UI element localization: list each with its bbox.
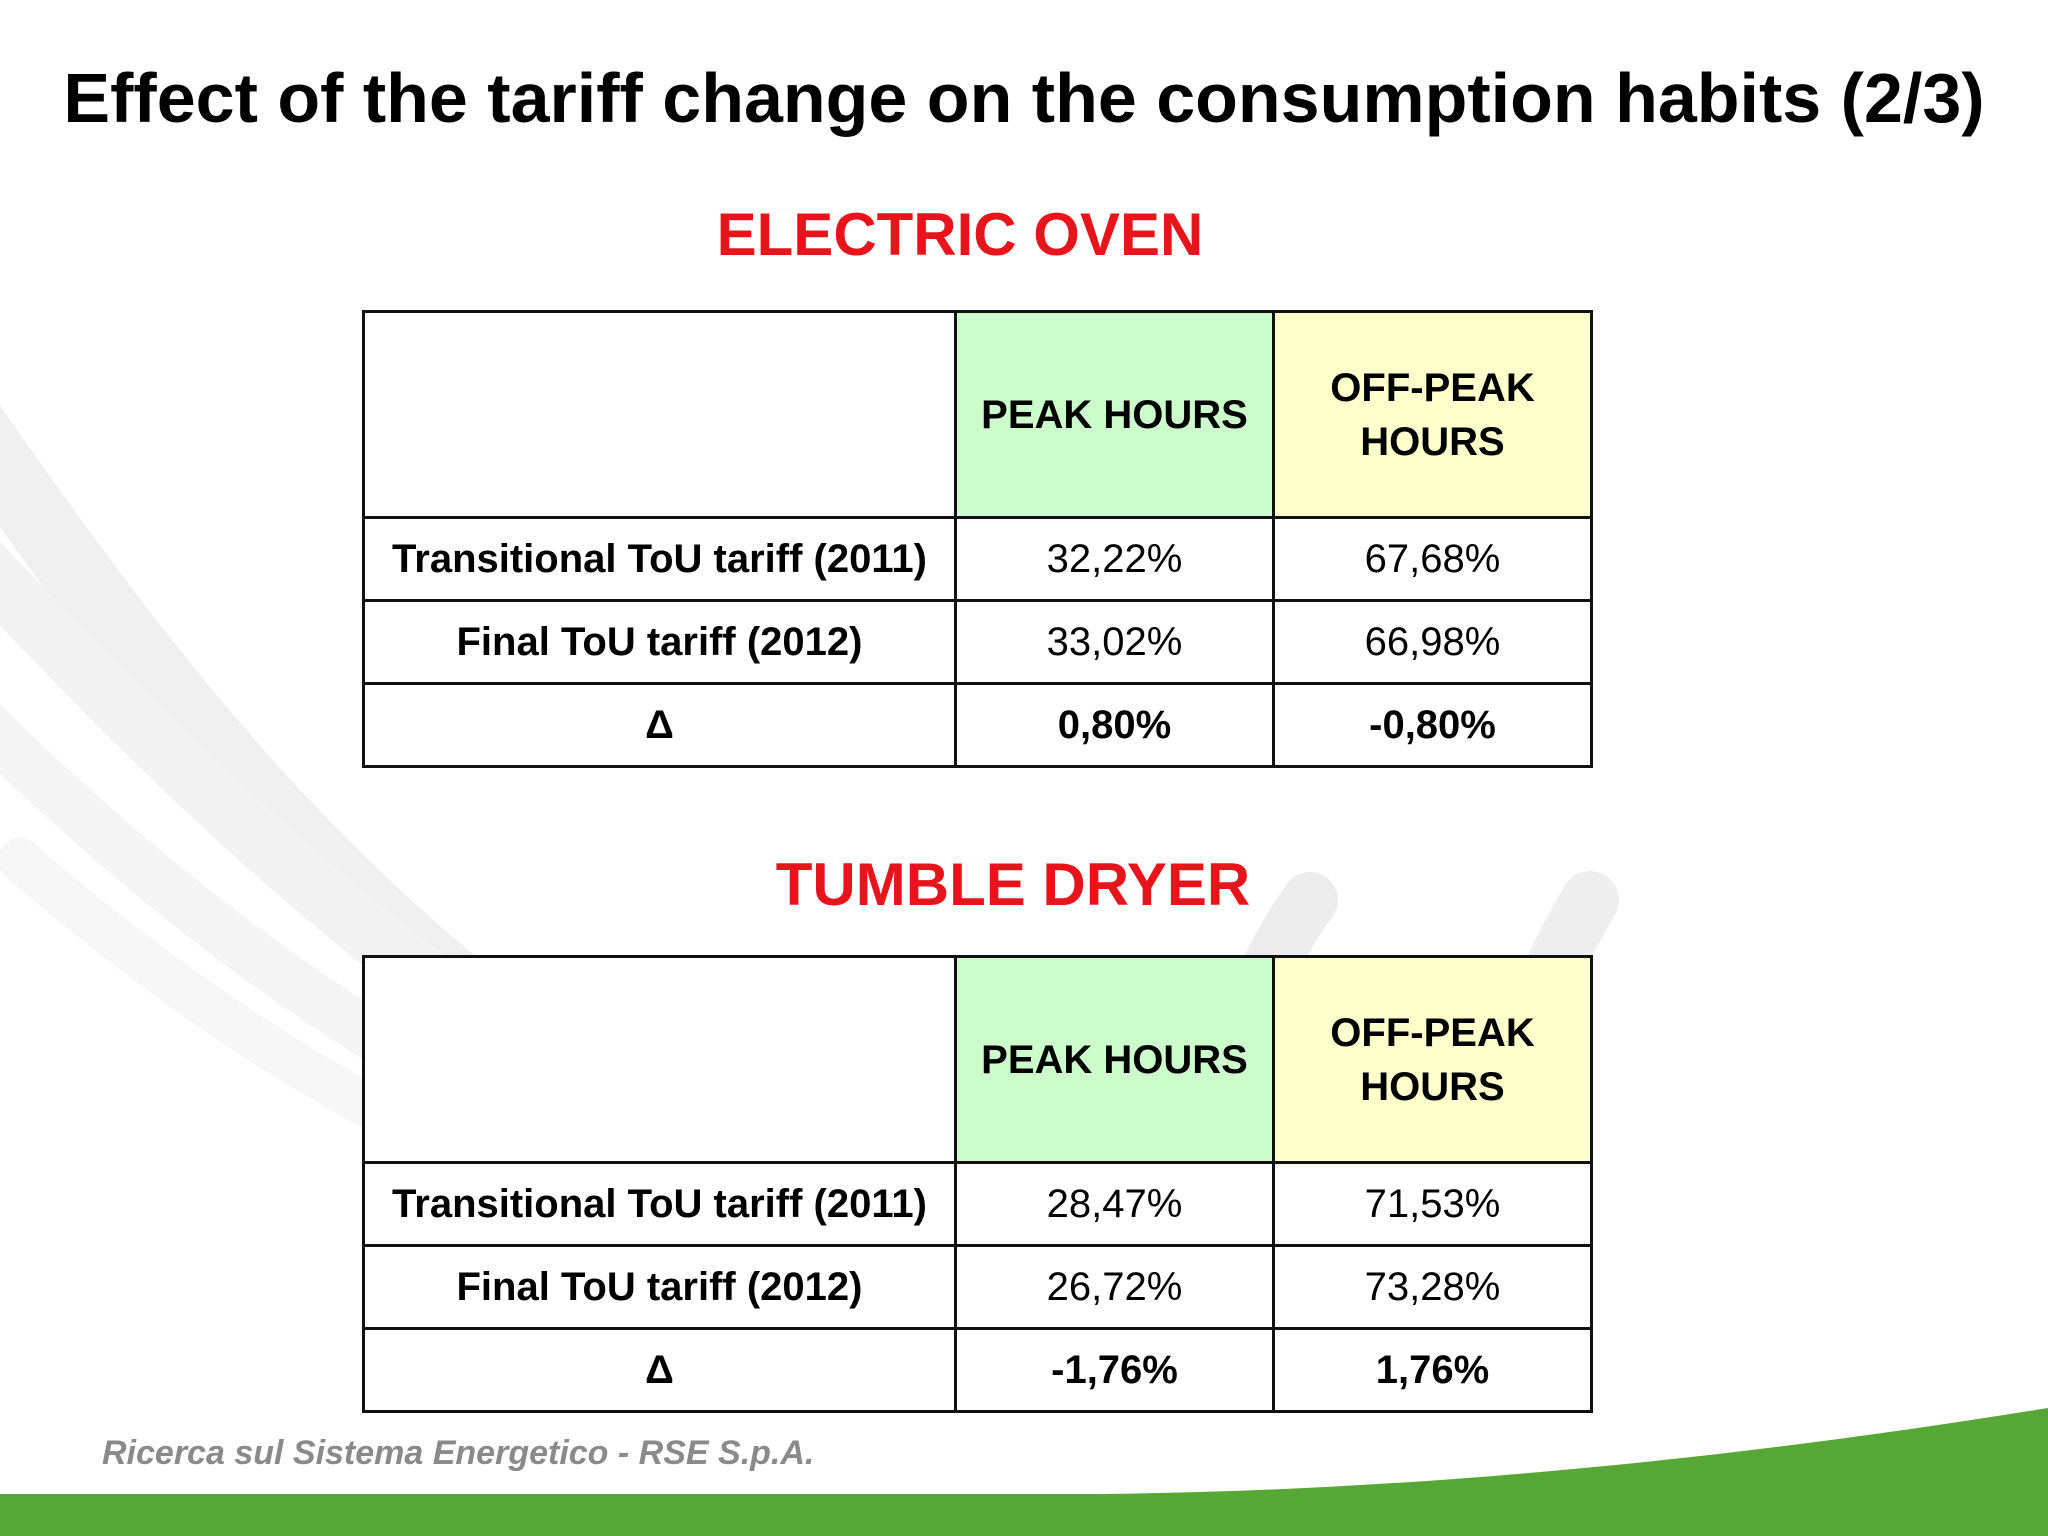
offpeak-value: 66,98%: [1272, 599, 1593, 685]
footer-company-name: Ricerca sul Sistema Energetico - RSE S.p…: [102, 1434, 815, 1472]
offpeak-value: 73,28%: [1272, 1244, 1593, 1330]
row-label: Final ToU tariff (2012): [362, 1244, 957, 1330]
peak-value: 32,22%: [954, 516, 1275, 602]
offpeak-delta-value: -0,80%: [1272, 682, 1593, 768]
table-row: Transitional ToU tariff (2011) 32,22% 67…: [362, 516, 1593, 602]
peak-value: 28,47%: [954, 1161, 1275, 1247]
tumble-dryer-heading: TUMBLE DRYER: [775, 851, 1251, 918]
electric-oven-heading: ELECTRIC OVEN: [716, 201, 1204, 268]
table-row: Final ToU tariff (2012) 33,02% 66,98%: [362, 599, 1593, 685]
peak-value: 33,02%: [954, 599, 1275, 685]
corner-cell: [362, 955, 957, 1164]
row-label: Transitional ToU tariff (2011): [362, 1161, 957, 1247]
offpeak-hours-header: OFF-PEAK HOURS: [1272, 310, 1593, 519]
offpeak-hours-header: OFF-PEAK HOURS: [1272, 955, 1593, 1164]
row-label: Δ: [362, 1327, 957, 1413]
offpeak-value: 71,53%: [1272, 1161, 1593, 1247]
peak-delta-value: 0,80%: [954, 682, 1275, 768]
table-header-row: PEAK HOURS OFF-PEAK HOURS: [362, 310, 1593, 519]
row-label: Transitional ToU tariff (2011): [362, 516, 957, 602]
tumble-dryer-table: PEAK HOURS OFF-PEAK HOURS Transitional T…: [362, 955, 1593, 1413]
row-label: Δ: [362, 682, 957, 768]
delta-row: Δ -1,76% 1,76%: [362, 1327, 1593, 1413]
offpeak-value: 67,68%: [1272, 516, 1593, 602]
peak-delta-value: -1,76%: [954, 1327, 1275, 1413]
slide-title: Effect of the tariff change on the consu…: [63, 59, 1985, 137]
table-row: Transitional ToU tariff (2011) 28,47% 71…: [362, 1161, 1593, 1247]
peak-hours-header: PEAK HOURS: [954, 310, 1275, 519]
peak-hours-header: PEAK HOURS: [954, 955, 1275, 1164]
electric-oven-table: PEAK HOURS OFF-PEAK HOURS Transitional T…: [362, 310, 1593, 768]
delta-row: Δ 0,80% -0,80%: [362, 682, 1593, 768]
offpeak-delta-value: 1,76%: [1272, 1327, 1593, 1413]
footer-green-curve: [0, 1408, 2048, 1536]
table-row: Final ToU tariff (2012) 26,72% 73,28%: [362, 1244, 1593, 1330]
row-label: Final ToU tariff (2012): [362, 599, 957, 685]
table-header-row: PEAK HOURS OFF-PEAK HOURS: [362, 955, 1593, 1164]
corner-cell: [362, 310, 957, 519]
peak-value: 26,72%: [954, 1244, 1275, 1330]
